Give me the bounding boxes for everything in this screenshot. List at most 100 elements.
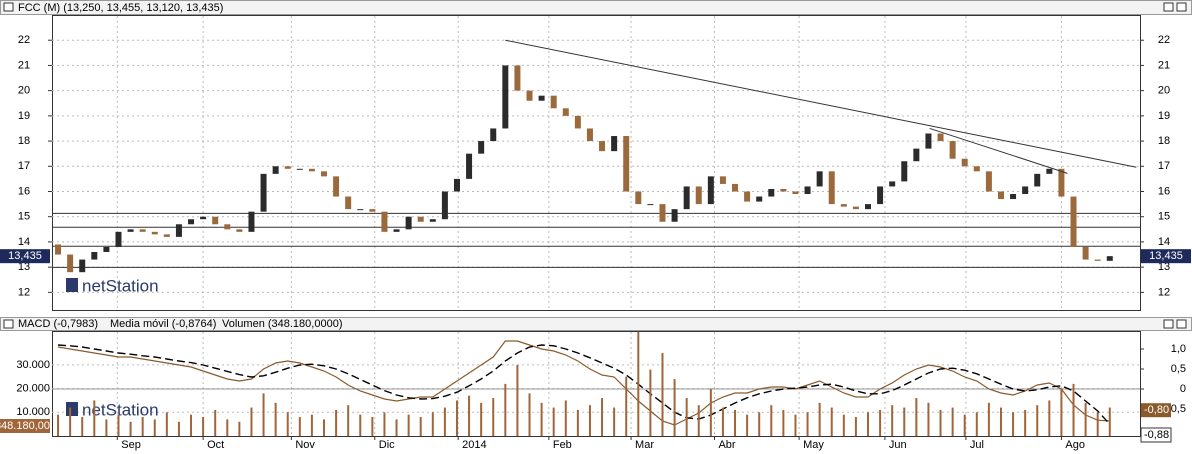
- volume-bar: [854, 417, 857, 436]
- y-tick-label: 15: [18, 211, 30, 223]
- price-label-box: [1141, 249, 1191, 264]
- candle-body: [840, 204, 847, 207]
- y-tick-label: 15: [1158, 211, 1170, 223]
- y2-tick-label: -0,5: [1167, 403, 1186, 415]
- candle-body: [103, 246, 110, 253]
- volume-bar: [105, 419, 108, 436]
- candle-body: [429, 219, 436, 222]
- volume-bar: [492, 398, 495, 436]
- trend-line: [929, 127, 1068, 174]
- volume-bar: [1108, 407, 1111, 436]
- volume-bar: [214, 409, 217, 436]
- maximize-button[interactable]: [1163, 319, 1174, 329]
- volume-bar: [637, 331, 640, 436]
- y2-tick-label: 0,5: [1171, 363, 1186, 375]
- volume-bar: [1096, 412, 1099, 436]
- x-tick-label: Mar: [635, 439, 654, 451]
- end-label-box: [1141, 403, 1171, 418]
- volume-bar: [468, 395, 471, 436]
- volume-bar: [1036, 405, 1039, 436]
- candle-body: [417, 216, 424, 222]
- volume-bar: [867, 412, 869, 436]
- y2-tick-label: 1,0: [1171, 343, 1186, 355]
- volume-bar: [915, 398, 918, 436]
- logo-icon: [66, 402, 78, 416]
- close-button[interactable]: [1176, 2, 1187, 12]
- candle-body: [175, 224, 182, 237]
- y-tick-label: 14: [1158, 236, 1170, 248]
- candle-body: [284, 166, 291, 169]
- volume-bar: [431, 412, 434, 436]
- volume-bar: [987, 402, 990, 436]
- candle-body: [611, 136, 618, 152]
- panel-title: FCC (M) (13,250, 13,455, 13,120, 13,435): [18, 2, 223, 14]
- x-tick-label: 2014: [462, 439, 486, 451]
- candle-body: [1034, 173, 1041, 187]
- volume-bar: [709, 388, 712, 436]
- x-tick-label: Dic: [379, 439, 395, 451]
- candle-body: [151, 231, 158, 235]
- candle-body: [913, 148, 920, 162]
- y-tick-label: 19: [1158, 110, 1170, 122]
- volume-bar: [286, 412, 289, 436]
- y-tick-label: 21: [1158, 59, 1170, 71]
- volume-bar: [202, 417, 205, 436]
- y-tick-label: 12: [18, 286, 30, 298]
- candle-body: [985, 171, 992, 192]
- volume-bar: [117, 414, 120, 436]
- x-tick-label: Sep: [121, 439, 141, 451]
- candle-body: [1046, 168, 1053, 174]
- volume-bar: [830, 407, 833, 436]
- panel-icon: [3, 319, 14, 329]
- candle-body: [127, 229, 134, 232]
- candle-body: [550, 95, 557, 109]
- candle-body: [55, 244, 62, 255]
- volume-bar: [262, 393, 265, 436]
- volume-bar: [1012, 412, 1015, 436]
- volume-bar: [528, 393, 531, 436]
- candle-body: [780, 188, 787, 192]
- volume-bar: [480, 402, 483, 436]
- volume-bar: [1072, 383, 1075, 436]
- candle-body: [453, 178, 460, 192]
- logo-icon: [66, 278, 78, 292]
- volume-bar: [601, 398, 604, 436]
- volume-bar: [81, 417, 84, 436]
- candle-body: [236, 229, 243, 232]
- volume-bar: [455, 400, 458, 436]
- volume-bar: [371, 417, 374, 436]
- candle-body: [562, 108, 569, 116]
- candle-body: [659, 204, 666, 222]
- candle-body: [260, 173, 267, 212]
- volume-bar: [746, 414, 749, 436]
- volume-bar: [649, 369, 652, 436]
- candle-body: [139, 229, 146, 232]
- candle-body: [828, 171, 835, 205]
- macd-line: [57, 340, 1110, 426]
- candle-body: [321, 171, 327, 177]
- candle-body: [683, 186, 690, 210]
- panel-icon: [3, 2, 14, 12]
- x-tick-label: Jul: [970, 439, 984, 451]
- volume-bar: [963, 414, 966, 436]
- candle-body: [1070, 196, 1077, 247]
- volume-bar: [419, 417, 422, 436]
- volume-bar: [673, 379, 676, 436]
- maximize-button[interactable]: [1163, 2, 1174, 12]
- x-tick-label: Abr: [718, 439, 735, 451]
- candle-body: [466, 153, 473, 179]
- close-button[interactable]: [1176, 319, 1187, 329]
- volume-bar: [298, 417, 301, 436]
- candle-body: [91, 252, 98, 260]
- candle-body: [393, 229, 400, 232]
- y-tick-label: 10.000: [16, 406, 50, 418]
- candle-body: [865, 204, 871, 210]
- candle-body: [490, 128, 497, 142]
- y-tick-label: 17: [18, 160, 30, 172]
- candle-body: [212, 216, 219, 225]
- candle-body: [526, 90, 533, 101]
- candle-body: [1106, 256, 1113, 261]
- candle-body: [405, 216, 412, 230]
- volume-bar: [395, 419, 398, 436]
- candle-body: [768, 188, 775, 197]
